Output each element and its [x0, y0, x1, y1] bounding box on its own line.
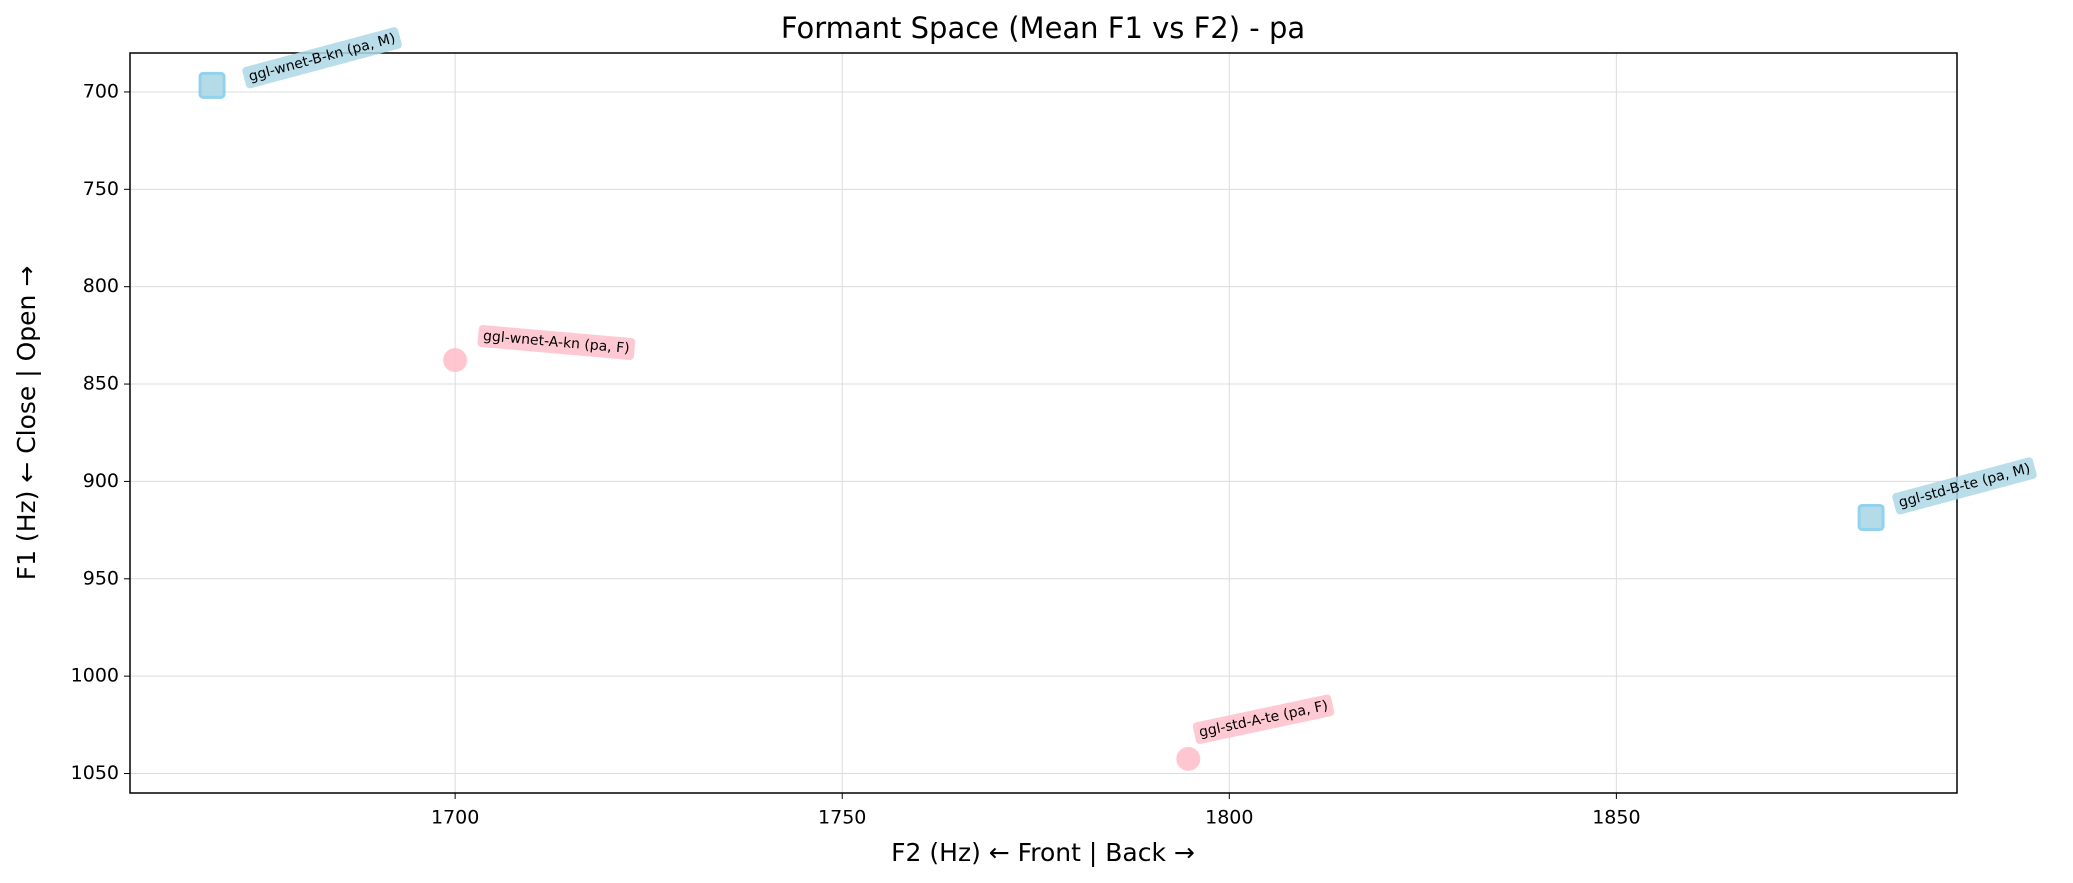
x-axis-label: F2 (Hz) ← Front | Back → — [891, 838, 1195, 867]
point — [1857, 503, 1885, 531]
annotation-text: ggl-std-B-te (pa, M) — [1897, 461, 2032, 512]
point — [443, 348, 468, 373]
y-tick-label: 800 — [83, 275, 119, 297]
annotation-text: ggl-wnet-B-kn (pa, M) — [247, 30, 397, 85]
annotation: ggl-std-A-te (pa, F) — [1192, 694, 1335, 744]
annotation: ggl-wnet-B-kn (pa, M) — [242, 27, 402, 89]
x-tick-label: 1800 — [1205, 807, 1253, 829]
point — [198, 71, 226, 99]
annotation-box — [1892, 457, 2037, 515]
y-tick-label: 850 — [83, 373, 119, 395]
annotation-box — [1192, 694, 1335, 744]
annotation-box — [477, 325, 636, 360]
point — [1176, 746, 1201, 771]
x-tick-label: 1850 — [1592, 807, 1640, 829]
x-tick-label: 1750 — [818, 807, 866, 829]
annotation-box — [242, 27, 402, 89]
y-tick-label: 900 — [83, 470, 119, 492]
y-axis-label: F1 (Hz) ← Close | Open → — [12, 266, 41, 581]
y-tick-label: 700 — [83, 80, 119, 102]
annotation: ggl-std-B-te (pa, M) — [1892, 457, 2037, 515]
y-tick-label: 950 — [83, 567, 119, 589]
y-tick-label: 750 — [83, 178, 119, 200]
x-tick-label: 1700 — [431, 807, 479, 829]
annotation: ggl-wnet-A-kn (pa, F) — [477, 325, 636, 360]
chart-title: Formant Space (Mean F1 vs F2) - pa — [781, 11, 1305, 45]
y-tick-label: 1050 — [71, 762, 119, 784]
y-tick-label: 1000 — [71, 665, 119, 687]
plot-frame — [129, 52, 1958, 794]
